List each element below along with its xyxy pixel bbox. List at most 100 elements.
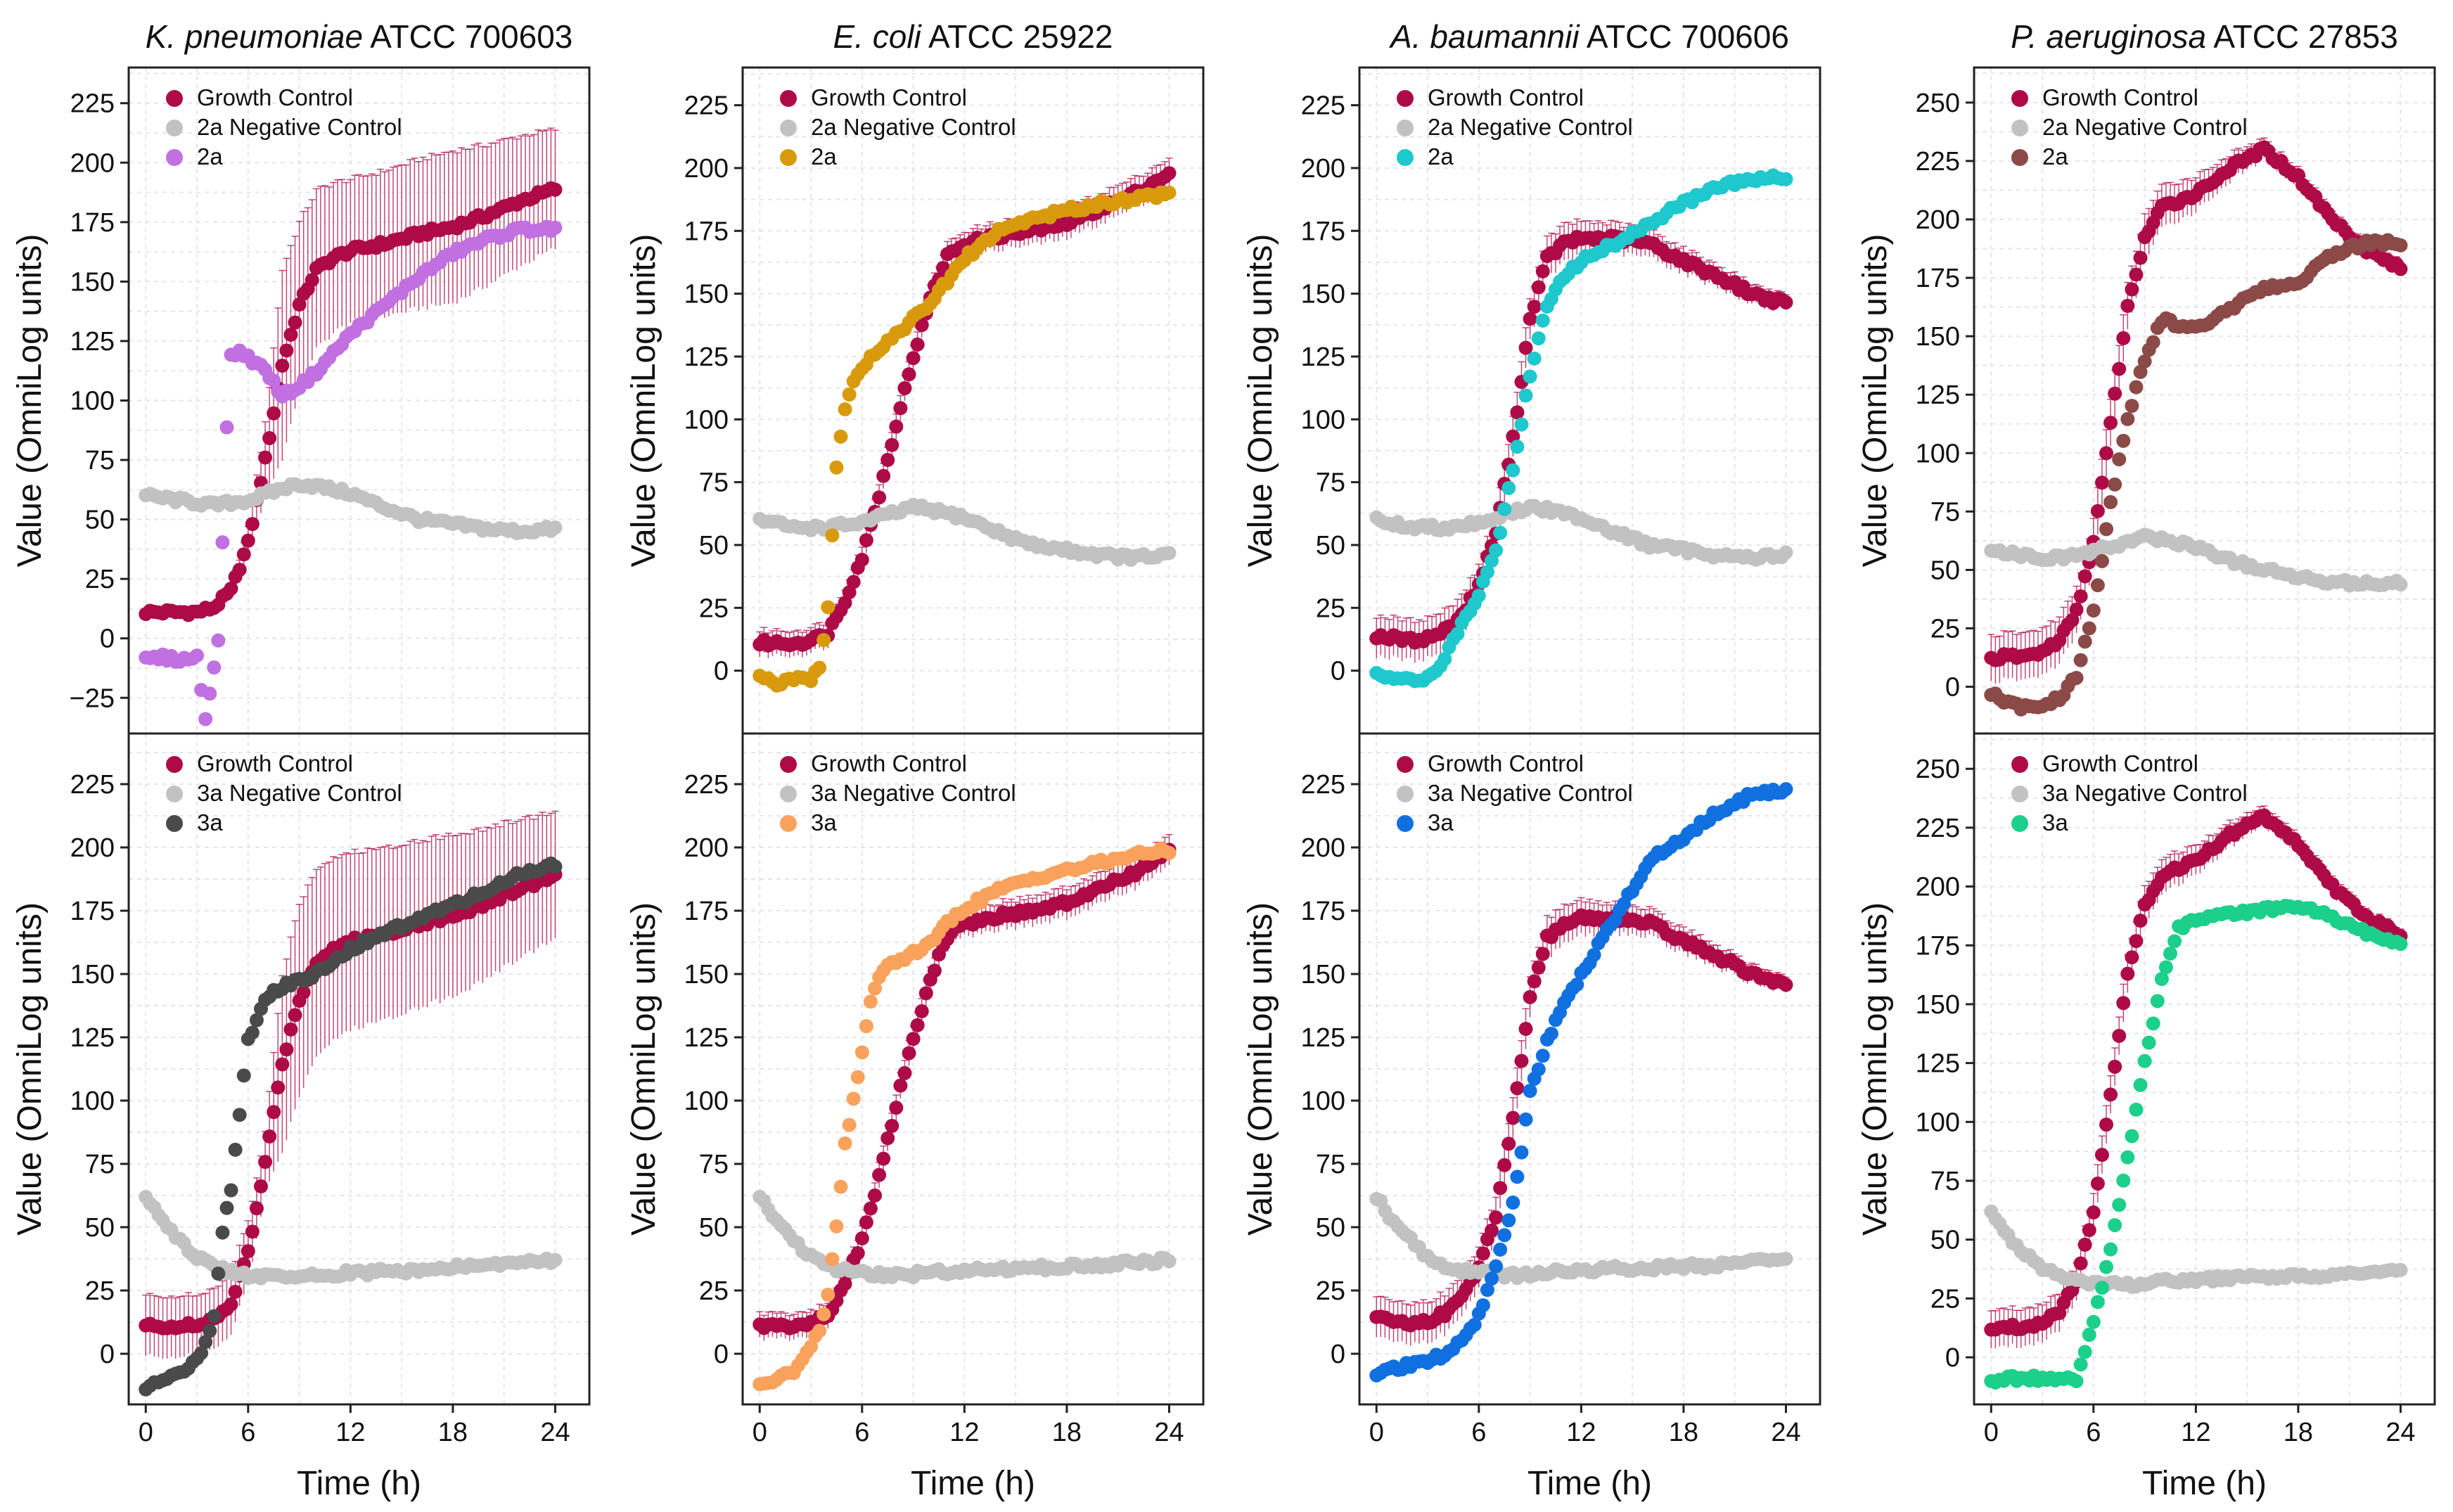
legend: Growth Control 2a Negative Control 2a bbox=[1397, 84, 1633, 169]
data-point bbox=[1489, 543, 1504, 558]
data-point bbox=[2077, 634, 2092, 649]
panel-title-species: K. pneumoniae bbox=[146, 18, 363, 55]
series-2a-negative-control bbox=[1369, 499, 1793, 567]
y-tick-label: 175 bbox=[1916, 264, 1960, 293]
data-point bbox=[833, 429, 848, 444]
y-tick-label: 150 bbox=[684, 280, 729, 309]
data-point bbox=[854, 1231, 869, 1245]
data-point bbox=[2393, 937, 2408, 952]
data-point bbox=[2108, 1218, 2122, 1233]
y-tick-label: −25 bbox=[70, 684, 115, 713]
data-point bbox=[2163, 946, 2177, 961]
data-point bbox=[190, 648, 205, 663]
legend-marker bbox=[2011, 815, 2028, 832]
data-point bbox=[305, 273, 319, 288]
y-tick-label: 100 bbox=[1301, 405, 1345, 435]
data-point bbox=[893, 1078, 908, 1093]
data-point bbox=[2393, 262, 2408, 276]
data-point bbox=[1475, 1246, 1490, 1261]
legend-label: Growth Control bbox=[2042, 750, 2198, 776]
series-3a-negative-control bbox=[752, 1189, 1177, 1285]
data-point bbox=[876, 468, 891, 483]
y-tick-label: 225 bbox=[684, 91, 729, 121]
data-point bbox=[2069, 602, 2084, 617]
y-tick-label: 75 bbox=[699, 1150, 729, 1179]
data-point bbox=[215, 1225, 230, 1240]
data-point bbox=[198, 1335, 213, 1350]
x-tick-label: 0 bbox=[1984, 1418, 1999, 1447]
y-tick-label: 150 bbox=[684, 960, 729, 989]
data-point bbox=[275, 358, 290, 373]
legend-label: Growth Control bbox=[197, 750, 353, 776]
data-point bbox=[859, 1019, 873, 1034]
legend-marker bbox=[166, 90, 183, 107]
legend: Growth Control 3a Negative Control 3a bbox=[2011, 750, 2248, 835]
data-point bbox=[902, 367, 916, 382]
data-point bbox=[1531, 280, 1546, 295]
data-point bbox=[1162, 185, 1177, 200]
data-point bbox=[1497, 1158, 1512, 1172]
data-point bbox=[2154, 971, 2169, 986]
data-point bbox=[2133, 364, 2148, 379]
data-point bbox=[2137, 1053, 2152, 1068]
legend-marker bbox=[780, 149, 797, 166]
data-point bbox=[1514, 417, 1529, 432]
data-point bbox=[2108, 477, 2122, 492]
data-point bbox=[1535, 313, 1550, 328]
plot-frame bbox=[1358, 732, 1821, 1406]
data-point bbox=[203, 1324, 217, 1338]
data-point bbox=[889, 1101, 904, 1115]
data-point bbox=[267, 1105, 281, 1120]
legend: Growth Control 2a Negative Control 2a bbox=[780, 84, 1016, 169]
data-point bbox=[2073, 1256, 2088, 1271]
data-point bbox=[271, 1080, 286, 1095]
data-point bbox=[275, 1057, 290, 1072]
data-point bbox=[296, 985, 311, 1000]
data-point bbox=[859, 533, 873, 548]
data-point bbox=[1518, 340, 1533, 355]
panel-k-pneumoniae-2a: −25 0 25 50 75 100 125 150 175 200 225 Value (OmniL… bbox=[11, 18, 591, 735]
data-point bbox=[816, 1307, 831, 1321]
y-tick-label: 50 bbox=[1316, 531, 1345, 560]
data-point bbox=[914, 318, 929, 333]
legend-marker bbox=[1397, 756, 1414, 773]
data-point bbox=[2086, 1205, 2101, 1220]
data-point bbox=[1493, 1181, 1508, 1196]
data-point bbox=[825, 1252, 840, 1267]
data-point bbox=[1489, 1259, 1504, 1274]
data-point bbox=[2099, 1117, 2114, 1132]
y-tick-label: 200 bbox=[684, 833, 729, 863]
legend-label: 2a Negative Control bbox=[811, 114, 1016, 140]
y-tick-label: 125 bbox=[1916, 380, 1960, 410]
y-tick-label: 0 bbox=[100, 624, 115, 654]
data-point bbox=[842, 1117, 857, 1132]
data-point bbox=[1518, 388, 1533, 403]
data-point bbox=[2116, 996, 2131, 1011]
legend-label: 3a bbox=[811, 809, 837, 835]
data-point bbox=[2125, 399, 2139, 414]
y-tick-label: 75 bbox=[1316, 468, 1345, 498]
y-tick-label: 225 bbox=[1301, 91, 1345, 121]
data-point bbox=[203, 686, 217, 701]
y-tick-label: 100 bbox=[1916, 439, 1960, 468]
data-point bbox=[885, 1118, 899, 1133]
data-point bbox=[254, 1179, 269, 1193]
data-point bbox=[1489, 1210, 1504, 1225]
data-point bbox=[1506, 1196, 1520, 1210]
data-point bbox=[1531, 1062, 1546, 1077]
y-tick-label: 175 bbox=[1301, 897, 1345, 926]
x-tick-label: 24 bbox=[2385, 1418, 2415, 1447]
y-tick-label: 175 bbox=[1916, 931, 1960, 961]
legend-marker bbox=[1397, 90, 1414, 107]
data-point bbox=[1480, 565, 1494, 579]
legend-label: 3a bbox=[1428, 809, 1454, 835]
y-tick-label: 150 bbox=[1301, 960, 1345, 989]
data-point bbox=[1523, 312, 1537, 326]
data-point bbox=[2146, 1016, 2160, 1031]
data-point bbox=[249, 1201, 264, 1216]
y-tick-label: 225 bbox=[1916, 814, 1960, 843]
y-tick-label: 75 bbox=[1316, 1150, 1345, 1179]
data-point bbox=[236, 1068, 251, 1083]
panel-title: K. pneumoniae ATCC 700603 bbox=[146, 18, 573, 55]
data-point bbox=[1510, 1081, 1525, 1096]
